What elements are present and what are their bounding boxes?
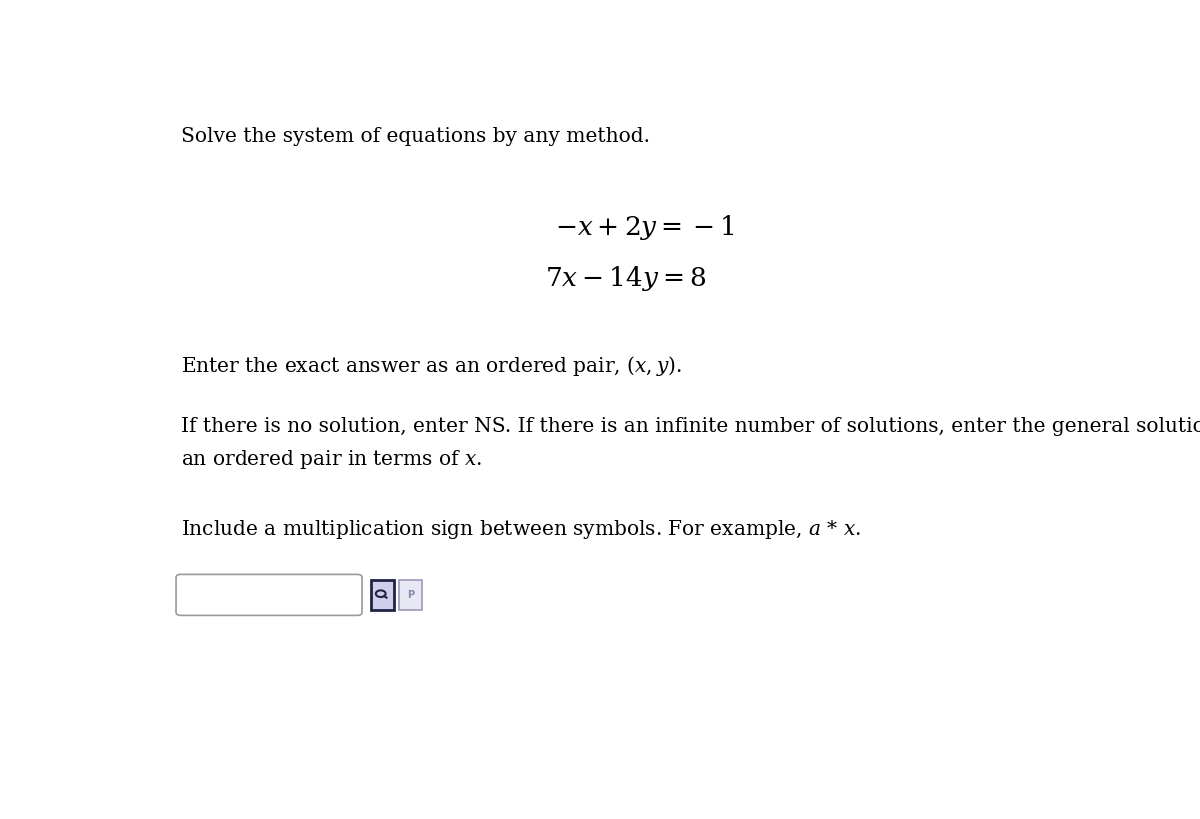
Text: P: P [407, 590, 414, 600]
Text: $-x + 2y = -1$: $-x + 2y = -1$ [554, 213, 734, 242]
Text: $7x - 14y = 8$: $7x - 14y = 8$ [545, 264, 707, 292]
FancyBboxPatch shape [400, 580, 421, 610]
Text: Solve the system of equations by any method.: Solve the system of equations by any met… [181, 127, 649, 146]
Text: an ordered pair in terms of $x$.: an ordered pair in terms of $x$. [181, 448, 481, 471]
FancyBboxPatch shape [371, 580, 394, 610]
Text: Enter the exact answer as an ordered pair, $(x, y)$.: Enter the exact answer as an ordered pai… [181, 354, 682, 378]
FancyBboxPatch shape [176, 574, 362, 615]
Text: Include a multiplication sign between symbols. For example, $a$ * $x$.: Include a multiplication sign between sy… [181, 518, 860, 541]
Text: If there is no solution, enter NS. If there is an infinite number of solutions, : If there is no solution, enter NS. If th… [181, 417, 1200, 436]
